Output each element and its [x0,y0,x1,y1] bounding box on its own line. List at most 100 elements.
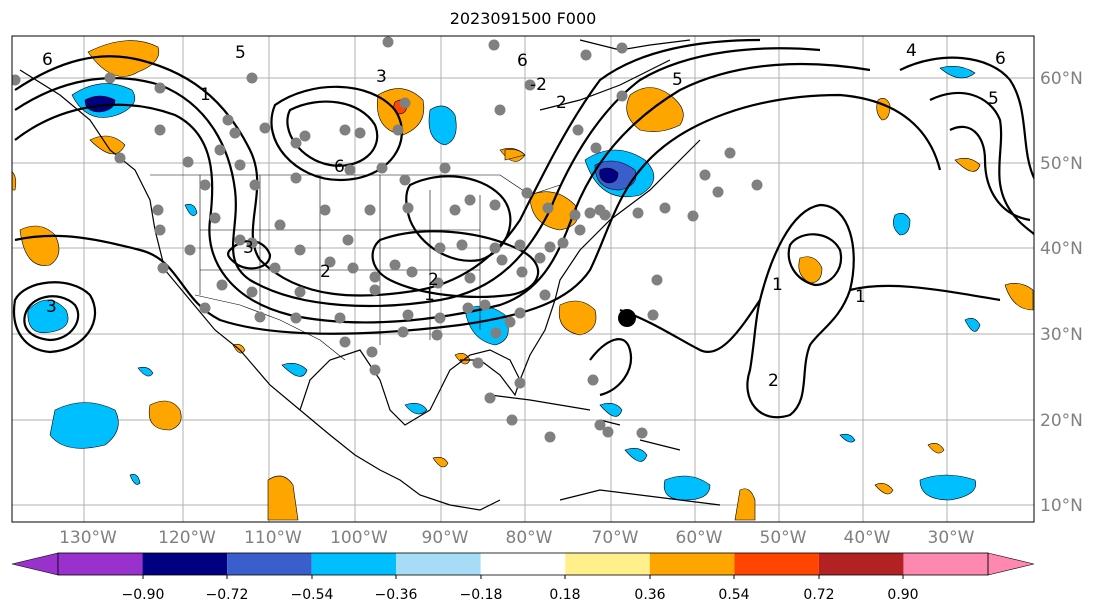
colorbar-segment [480,553,566,575]
station-dot [154,82,166,94]
latitude-label: 20°N [1040,411,1083,431]
longitude-label: 50°W [760,528,807,548]
colorbar-tick-label: −0.54 [291,587,334,603]
map-background [12,36,1034,522]
anomaly-patch [874,483,894,495]
anomaly-patch [798,256,823,284]
us-canada-border [150,174,561,196]
labrador-coast [539,59,671,111]
anomaly-patch [927,443,945,454]
colorbar-extend-right [987,552,1035,576]
longitude-labels: 130°W 120°W 110°W 100°W 90°W 80°W 70°W 60°W 50°W… [59,528,975,548]
station-dot [489,242,501,254]
station-dot [229,127,241,139]
station-dot [632,207,644,219]
station-dot [354,127,366,139]
station-dot [369,271,381,283]
station-dot [489,199,501,211]
station-dot [724,147,736,159]
station-dot [751,179,763,191]
station-dot [184,244,196,256]
contour-label: 3 [46,297,57,317]
longitude-label: 90°W [422,528,469,548]
station-dot [269,262,281,274]
contour-line [589,338,633,397]
station-dot [199,179,211,191]
anomaly-patch [281,363,308,377]
anomaly-patch [663,475,711,501]
station-dot [484,392,496,404]
station-dot [274,219,286,231]
station-dot [12,74,21,86]
anomaly-patch [432,456,449,468]
observation-stations [12,36,763,443]
latitude-label: 40°N [1040,239,1083,259]
station-dot [521,187,533,199]
contour-line [23,295,80,342]
contour-line [899,56,1034,181]
station-dot [590,142,602,154]
anomaly-patch [939,66,976,79]
colorbar-tick-label: −0.36 [375,587,418,603]
station-dot [246,72,258,84]
anomaly-patch [919,474,977,501]
contour-lines [12,38,1034,419]
contour-line [14,62,871,324]
contour-label: 2 [428,270,439,290]
station-dot [687,210,699,222]
colorbar-segment [311,553,397,575]
anomaly-patch [599,403,623,417]
anomaly-patch [734,488,756,521]
colorbar-segment [734,553,819,575]
anomaly-patch [137,366,154,377]
station-dot [574,224,586,236]
station-dot [524,79,536,91]
station-dot [434,242,446,254]
east-coast [519,139,701,381]
latitude-label: 60°N [1040,69,1083,89]
station-dot [514,239,526,251]
anomaly-patch [12,171,17,191]
station-dot [534,252,546,264]
anomaly-patch [626,87,684,132]
station-dot [587,374,599,386]
station-dot [319,204,331,216]
gulf-coast [299,349,521,426]
anomaly-patch [129,474,141,485]
colorbar-segment [58,553,143,575]
station-dot [364,204,376,216]
station-dot [290,172,302,184]
colorbar-tick-label: 0.72 [803,587,834,603]
longitude-label: 80°W [506,528,553,548]
contour-label: 5 [988,89,999,109]
greenland-coast [579,39,691,51]
station-dot [616,42,628,54]
station-dot [544,241,556,253]
station-dot [376,162,388,174]
anomaly-patch [954,158,981,172]
station-dot [399,97,411,109]
station-dot [514,377,526,389]
anomaly-patch [84,95,116,113]
colorbar-tick-label: 0.36 [634,587,665,603]
contour-line [270,85,403,182]
station-dot [199,302,211,314]
colorbar-tick-label: −0.72 [206,587,249,603]
contour-label: 5 [235,43,246,63]
anomaly-patch [404,403,428,415]
latitude-label: 50°N [1040,154,1083,174]
contour-line [405,175,512,262]
station-dot [572,124,584,136]
station-dot [216,279,228,291]
station-dot [557,237,569,249]
station-dot [234,234,246,246]
anomaly-patch [49,402,119,449]
contour-label: 3 [243,238,254,258]
station-dot [366,346,378,358]
station-dot [490,327,502,339]
station-dot [406,266,418,278]
station-dot [152,204,164,216]
contour-label: 5 [672,70,683,90]
anomaly-patch [529,191,579,231]
